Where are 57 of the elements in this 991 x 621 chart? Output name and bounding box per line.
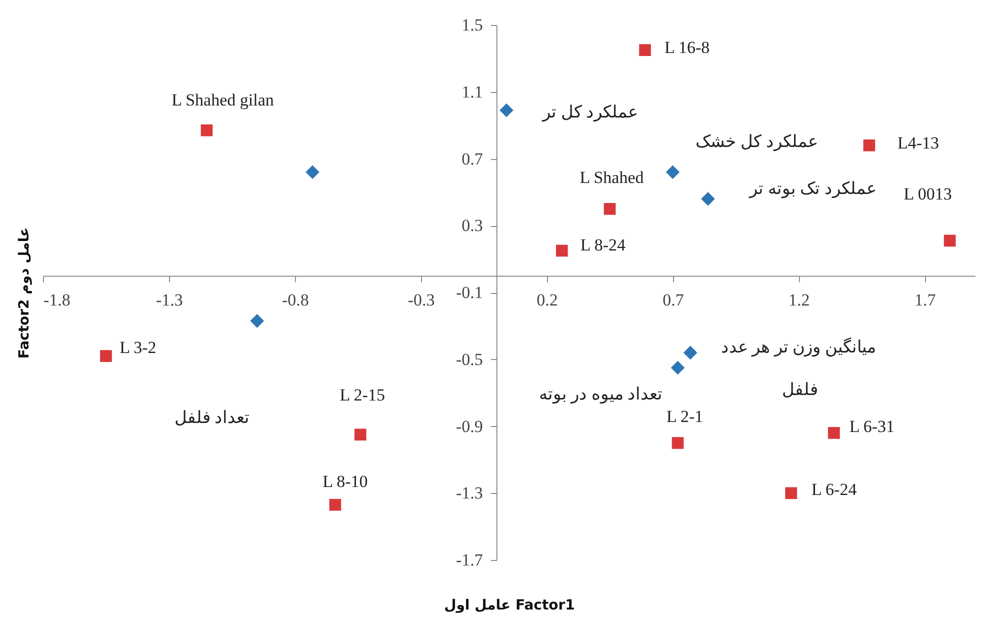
point [200, 124, 213, 136]
point [863, 139, 876, 152]
x-axis-title: عامل اول Factor1 [444, 597, 575, 614]
point [683, 346, 698, 360]
y-tick-label: 0.3 [462, 216, 483, 236]
point [828, 427, 840, 439]
annotation: عملکرد تک بوته تر [748, 178, 876, 199]
x-tick-label: 1.2 [788, 290, 810, 310]
point [672, 437, 684, 449]
point [666, 165, 680, 180]
annotation: L 2-1 [666, 406, 704, 426]
annotation: L 8-10 [322, 472, 368, 491]
x-tick-label: 0.7 [662, 290, 684, 310]
y-tick-label: 1.5 [462, 16, 483, 34]
point [250, 314, 264, 328]
x-tick-label: 1.7 [914, 290, 936, 310]
annotation: تعداد فلفل [174, 408, 250, 427]
y-tick-label: -1.7 [456, 550, 484, 570]
point [306, 165, 320, 180]
annotation: L 6-24 [812, 480, 858, 500]
point [785, 487, 798, 500]
point [944, 234, 956, 247]
annotation: L4-13 [897, 133, 939, 152]
annotation: میانگین وزن تر هر عدد [720, 336, 876, 358]
y-tick-label: 0.7 [462, 149, 484, 168]
x-tick-label: -1.8 [44, 290, 70, 310]
annotation: عملکرد کل خشک [695, 132, 818, 152]
point [556, 244, 568, 257]
point [670, 360, 685, 375]
x-tick-label: -1.3 [156, 290, 183, 310]
point [354, 428, 366, 441]
point [500, 103, 514, 118]
annotation: L 6-31 [849, 416, 895, 436]
x-tick-label: 0.2 [536, 290, 558, 310]
x-tick-label: -0.8 [282, 290, 309, 310]
point [701, 192, 715, 206]
annotation: L 3-2 [120, 338, 156, 358]
annotation: فلفل [782, 380, 818, 399]
point [100, 350, 112, 362]
y-tick-label: -0.9 [456, 416, 483, 436]
annotation: L Shahed [580, 168, 644, 187]
y-tick-label: -1.3 [456, 484, 483, 503]
annotation: L 16-8 [664, 38, 710, 58]
y-tick-label: 1.1 [462, 82, 483, 102]
annotation: L 0013 [904, 184, 952, 204]
y-axis-title: Factor2 عامل دوم [16, 227, 32, 359]
point [329, 498, 342, 511]
annotation: L 2-15 [340, 386, 385, 405]
y-tick-label: -0.1 [456, 283, 483, 302]
x-tick-label: -0.3 [408, 290, 435, 310]
annotation: L 8-24 [580, 236, 626, 255]
point [639, 44, 651, 56]
annotation: L Shahed gilan [172, 90, 274, 110]
annotation: عملکرد کل تر [542, 102, 638, 122]
y-tick-label: -0.5 [456, 350, 483, 369]
point [604, 202, 616, 215]
annotation: تعداد میوه در بوته [538, 384, 663, 405]
